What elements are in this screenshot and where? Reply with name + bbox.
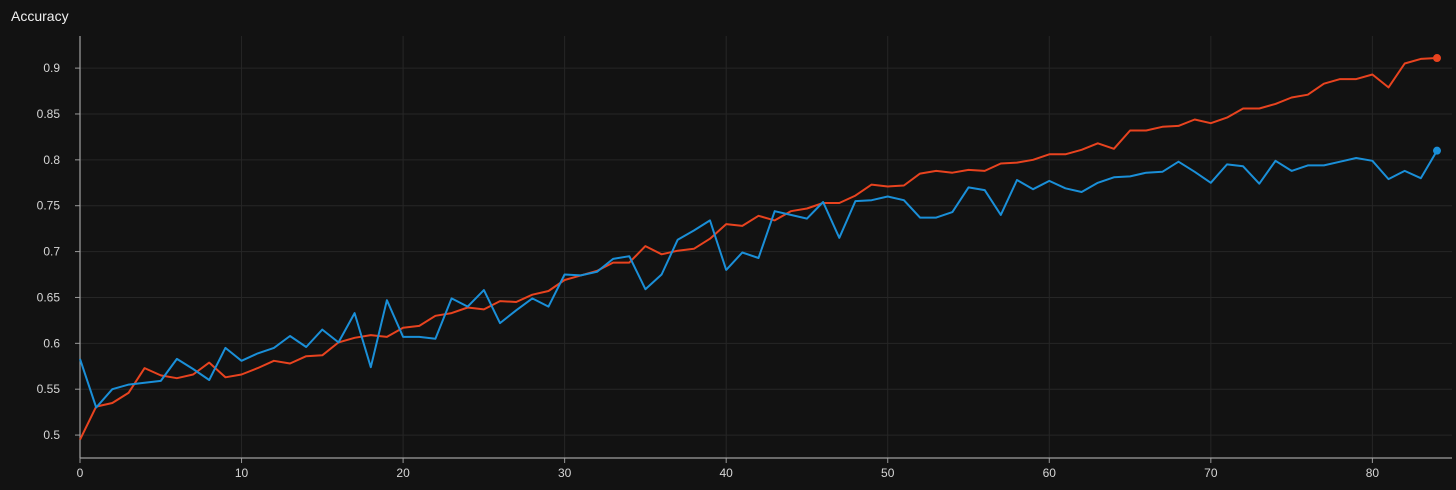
x-tick-label: 10	[235, 466, 249, 480]
x-tick-label: 60	[1043, 466, 1057, 480]
axes	[75, 36, 1452, 463]
x-tick-label: 40	[720, 466, 734, 480]
series-end-point-1	[1433, 146, 1441, 155]
y-tick-label: 0.55	[37, 382, 61, 396]
series-end-point-0	[1433, 54, 1441, 63]
x-tick-label: 20	[396, 466, 410, 480]
y-tick-label: 0.6	[43, 336, 60, 350]
series-line-1	[79, 150, 1438, 409]
tick-labels: 0.5 0.55 0.6 0.65 0.7 0.75 0.8 0.85 0.9 0 10 20 30 40…	[37, 61, 1380, 480]
x-tick-label: 70	[1204, 466, 1218, 480]
y-tick-label: 0.65	[37, 290, 61, 304]
grid-lines	[79, 36, 1452, 458]
x-tick-label: 80	[1366, 466, 1380, 480]
x-tick-label: 50	[881, 466, 895, 480]
y-tick-label: 0.7	[43, 245, 60, 259]
x-tick-label: 30	[558, 466, 572, 480]
y-tick-label: 0.85	[37, 107, 61, 121]
y-tick-label: 0.9	[43, 61, 60, 75]
y-tick-label: 0.75	[37, 199, 61, 213]
series-line-0	[79, 57, 1438, 441]
x-tick-label: 0	[77, 466, 84, 480]
y-tick-label: 0.8	[43, 153, 60, 167]
chart-title: Accuracy	[11, 8, 69, 24]
y-tick-label: 0.5	[43, 428, 60, 442]
series-lines	[79, 54, 1441, 441]
